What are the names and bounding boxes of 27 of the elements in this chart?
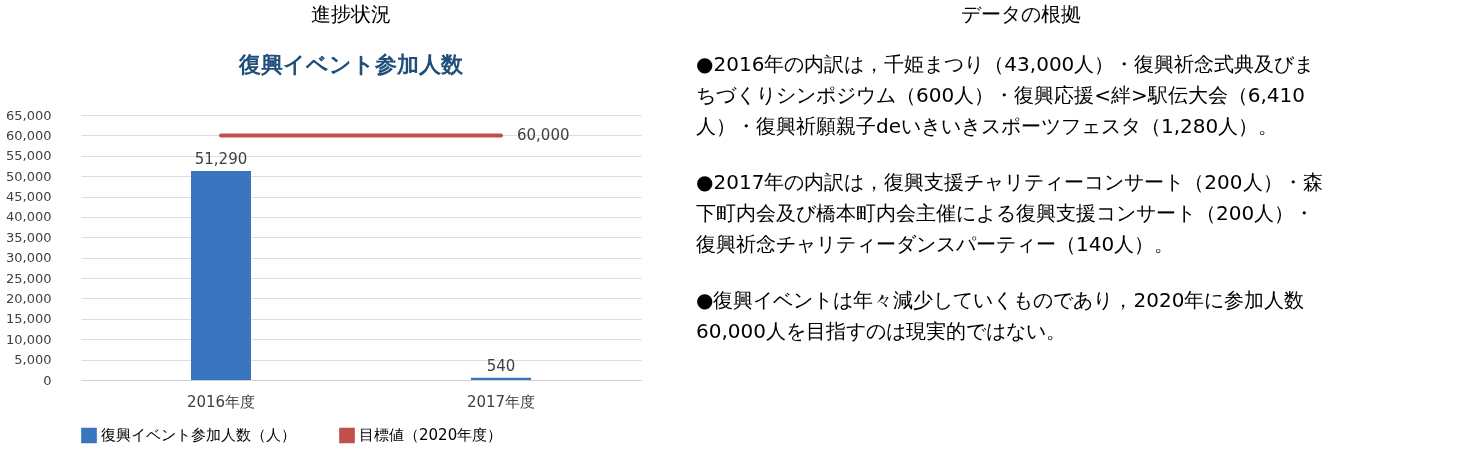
y-tick-label: 25,000 [6,270,52,286]
y-tick-label: 60,000 [6,127,52,143]
legend-label: 復興イベント参加人数（人） [101,426,296,445]
y-tick-label: 20,000 [6,290,52,306]
y-tick-label: 0 [43,372,52,388]
y-tick-label: 35,000 [6,229,52,245]
y-tick-label: 65,000 [6,107,52,123]
text: 進捗状況 [311,2,391,26]
chart-title: 復興イベント参加人数 [238,52,464,77]
data-label: 51,290 [194,149,248,168]
x-tick-label: 2016年度 [186,392,256,411]
legend-label: 目標値（2020年度） [359,426,503,445]
y-tick-label: 50,000 [6,168,52,184]
data-label: 540 [486,356,516,375]
y-tick-label: 30,000 [6,250,52,266]
y-tick-label: 15,000 [6,311,52,327]
text: ●復興イベントは年々減少していくものであり，2020年に参加人数60,000人を目指すのは現実的ではない。 [696,288,1305,343]
y-tick-label: 40,000 [6,209,52,225]
y-tick-label: 45,000 [6,189,52,205]
x-tick-label: 2017年度 [466,392,536,411]
y-tick-label: 10,000 [6,331,52,347]
text: ●2016年の内訳は，千姫まつり（43,000人）・復興祈念式典及びまちづくりシンポジウム（600人）・復興応援<絆>駅伝大会（6,410人）・復興祈願親子deいきいきスポーツフェスタ（1,280人）。 [696,52,1315,138]
text: ●2017年の内訳は，復興支援チャリティーコンサート（200人）・森下町内会及び橋本町内会主催による復興支援コンサート（200人）・復興祈念チャリティーダンスパーティー（140人）。 [696,170,1323,256]
text: データの根拠 [961,2,1081,26]
y-tick-label: 55,000 [6,148,52,164]
y-tick-label: 5,000 [14,352,52,368]
data-label: 60,000 [517,126,570,145]
